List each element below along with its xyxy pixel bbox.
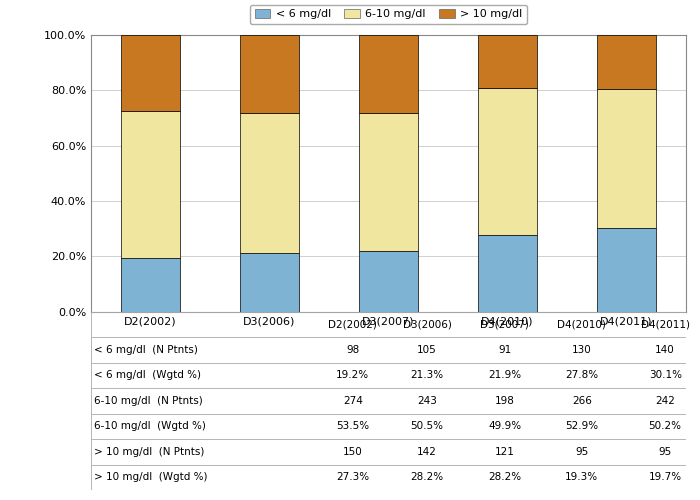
Text: 140: 140 [655, 345, 675, 355]
Text: 52.9%: 52.9% [566, 422, 598, 432]
Text: 150: 150 [343, 447, 363, 457]
Bar [477, 234, 538, 312]
Text: D3(2006): D3(2006) [402, 320, 452, 330]
Text: D3(2007): D3(2007) [480, 320, 529, 330]
Text: 50.5%: 50.5% [411, 422, 444, 432]
Text: 105: 105 [417, 345, 437, 355]
Text: 198: 198 [495, 396, 514, 406]
Text: 242: 242 [655, 396, 675, 406]
Text: 21.9%: 21.9% [488, 370, 521, 380]
Legend: < 6 mg/dl, 6-10 mg/dl, > 10 mg/dl: < 6 mg/dl, 6-10 mg/dl, > 10 mg/dl [250, 4, 527, 24]
Text: 19.3%: 19.3% [566, 472, 598, 482]
Text: 30.1%: 30.1% [649, 370, 682, 380]
Text: 6-10 mg/dl  (N Ptnts): 6-10 mg/dl (N Ptnts) [94, 396, 203, 406]
Text: D2(2002): D2(2002) [328, 320, 377, 330]
Text: D4(2010): D4(2010) [557, 320, 606, 330]
Bar [358, 251, 419, 312]
Text: 19.2%: 19.2% [336, 370, 370, 380]
Bar [239, 252, 300, 312]
Bar [120, 258, 181, 312]
Text: D4(2011): D4(2011) [640, 320, 690, 330]
Bar [239, 35, 300, 113]
Text: > 10 mg/dl  (Wgtd %): > 10 mg/dl (Wgtd %) [94, 472, 207, 482]
Text: 19.7%: 19.7% [649, 472, 682, 482]
Bar [358, 113, 419, 251]
Text: 27.3%: 27.3% [336, 472, 370, 482]
Text: 98: 98 [346, 345, 359, 355]
Text: 28.2%: 28.2% [411, 472, 444, 482]
Text: 95: 95 [659, 447, 672, 457]
Text: 95: 95 [575, 447, 589, 457]
Bar [358, 35, 419, 113]
Text: 53.5%: 53.5% [336, 422, 370, 432]
Bar [596, 35, 657, 90]
Text: 6-10 mg/dl  (Wgtd %): 6-10 mg/dl (Wgtd %) [94, 422, 206, 432]
Text: 28.2%: 28.2% [488, 472, 521, 482]
Bar [477, 88, 538, 234]
Bar [596, 228, 657, 312]
Text: 266: 266 [572, 396, 592, 406]
Bar [120, 35, 181, 110]
Text: < 6 mg/dl  (Wgtd %): < 6 mg/dl (Wgtd %) [94, 370, 201, 380]
Text: 27.8%: 27.8% [566, 370, 598, 380]
Bar [239, 113, 300, 252]
Bar [120, 110, 181, 258]
Text: 50.2%: 50.2% [649, 422, 682, 432]
Text: 243: 243 [417, 396, 437, 406]
Text: > 10 mg/dl  (N Ptnts): > 10 mg/dl (N Ptnts) [94, 447, 204, 457]
Text: < 6 mg/dl  (N Ptnts): < 6 mg/dl (N Ptnts) [94, 345, 198, 355]
Text: 49.9%: 49.9% [488, 422, 521, 432]
Text: 274: 274 [343, 396, 363, 406]
Text: 21.3%: 21.3% [411, 370, 444, 380]
Text: 91: 91 [498, 345, 511, 355]
Bar [596, 90, 657, 228]
Text: 142: 142 [417, 447, 437, 457]
Text: 121: 121 [495, 447, 514, 457]
Bar [477, 35, 538, 88]
Text: 130: 130 [572, 345, 592, 355]
